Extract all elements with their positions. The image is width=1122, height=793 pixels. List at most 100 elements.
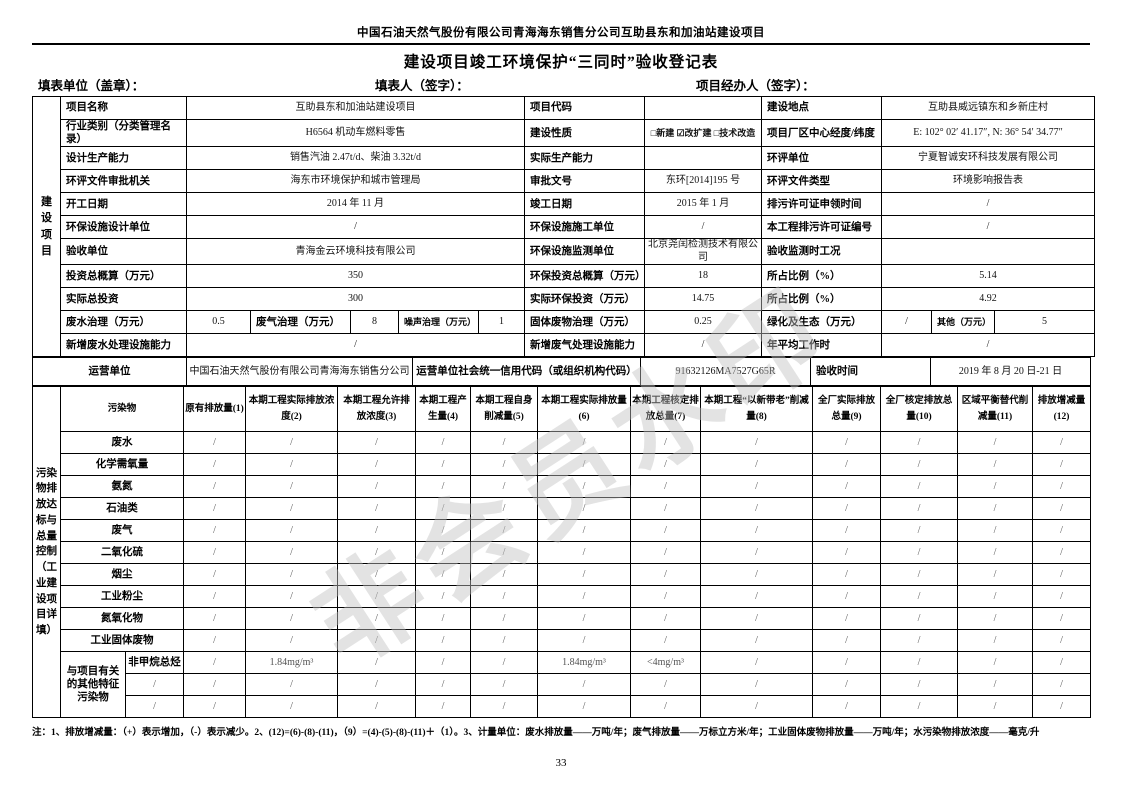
- upper-cell: 所占比例（%）: [761, 264, 882, 289]
- operator-table: 运营单位 中国石油天然气股份有限公司青海海东销售分公司 运营单位社会统一信用代码（或…: [32, 357, 1091, 387]
- pollutant-value: /: [880, 475, 959, 499]
- pollutant-value: /: [337, 519, 417, 543]
- upper-cell: [880, 238, 1096, 266]
- note: 注：1、排放增减量：（+）表示增加，（-）表示减少。2、(12)=(6)-(8)…: [32, 725, 1090, 741]
- upper-cell: 青海金云环境科技有限公司: [186, 238, 525, 266]
- upper-cell: 环保设施施工单位: [524, 215, 645, 240]
- pollutant-value: /: [183, 453, 247, 477]
- upper-cell: 互助县东和加油站建设项目: [186, 96, 525, 120]
- upper-info-table: 建设项目 项目名称 互助县东和加油站建设项目 项目代码 建设地点 互助县威远镇东和乡新庄村…: [32, 95, 1096, 358]
- pollutant-value: /: [957, 475, 1034, 499]
- pollutant-value: /: [812, 695, 882, 719]
- operator-cell: 运营单位社会统一信用代码（或组织机构代码）: [412, 357, 641, 387]
- pollutant-value: /: [880, 695, 959, 719]
- pollutant-row: 石油类 / / / / / / / / / / / /: [33, 497, 1092, 521]
- pollutant-name: 工业粉尘: [59, 585, 185, 609]
- pollutant-side-label: 污染物排放达标与总量控制（工业建设项目详填）: [32, 386, 61, 719]
- pollutant-column-header: 本期工程产生量(4): [415, 386, 472, 433]
- pollutant-value: /: [183, 541, 247, 565]
- upper-cell: 验收单位: [60, 238, 187, 266]
- pollutant-value: /: [415, 431, 472, 455]
- pollutant-value: /: [957, 585, 1034, 609]
- pollutant-row: 氨氮 / / / / / / / / / / / /: [33, 475, 1092, 499]
- upper-cell: 本工程排污许可证编号: [761, 215, 882, 240]
- pollutant-value: /: [337, 695, 417, 719]
- pollutant-value: /: [630, 563, 702, 587]
- pollutant-column-header: 本期工程“以新带老”削减量(8): [700, 386, 814, 433]
- upper-cell: 18: [644, 264, 762, 289]
- pollutant-value: /: [1032, 541, 1092, 565]
- pollutant-value: /: [1032, 695, 1092, 719]
- pollutant-value: /: [700, 431, 814, 455]
- upper-row: 环保设施设计单位 / 环保设施施工单位 / 本工程排污许可证编号 /: [33, 215, 1096, 240]
- upper-cell: 环境影响报告表: [880, 169, 1096, 194]
- pollutant-value: /: [537, 563, 632, 587]
- pollutant-value: /: [337, 607, 417, 631]
- pollutant-value: /: [183, 695, 247, 719]
- upper-cell: 北京尧闰检测技术有限公司: [644, 238, 762, 266]
- upper-cell: /: [644, 333, 762, 358]
- pollutant-value: /: [1032, 651, 1092, 675]
- pollutant-value: /: [415, 651, 472, 675]
- upper-cell: 所占比例（%）: [761, 287, 882, 312]
- pollutant-value: /: [812, 563, 882, 587]
- pollutant-row: 废水 / / / / / / / / / / / /: [33, 431, 1092, 455]
- upper-cell: 实际环保投资（万元）: [524, 287, 645, 312]
- upper-cell: /: [186, 215, 525, 240]
- pollutant-value: /: [812, 673, 882, 697]
- pollutant-value: /: [415, 541, 472, 565]
- pollutant-special-name: /: [124, 673, 185, 697]
- upper-cell: 环保设施设计单位: [60, 215, 187, 240]
- pollutant-value: /: [337, 497, 417, 521]
- pollutant-value: /: [470, 673, 539, 697]
- pollutant-special-row: / / / / / / / / / / / / /: [33, 695, 1092, 719]
- pollutant-value: /: [957, 519, 1034, 543]
- pollutant-value: /: [880, 651, 959, 675]
- pollutant-value: /: [183, 431, 247, 455]
- pollutant-column-header: 本期工程允许排放浓度(3): [337, 386, 417, 433]
- pollutant-value: /: [812, 541, 882, 565]
- upper-cell: 环评文件类型: [761, 169, 882, 194]
- pollutant-value: /: [957, 651, 1034, 675]
- pollutant-column-header: 原有排放量(1): [183, 386, 247, 433]
- pollutant-name: 废气: [59, 519, 185, 543]
- upper-cell: 环保设施监测单位: [524, 238, 645, 266]
- pollutant-value: /: [415, 453, 472, 477]
- pollutant-value: /: [957, 453, 1034, 477]
- pollutant-value: /: [537, 541, 632, 565]
- upper-cell: 1: [478, 310, 525, 335]
- upper-cell: H6564 机动车燃料零售: [186, 118, 525, 148]
- pollutant-special-row: / / / / / / / / / / / / /: [33, 673, 1092, 697]
- upper-cell: /: [880, 333, 1096, 358]
- pollutant-value: /: [337, 453, 417, 477]
- pollutant-value: /: [415, 673, 472, 697]
- upper-cell: 排污许可证申领时间: [761, 192, 882, 217]
- pollutant-special-row: 与项目有关的其他特征污染物 非甲烷总烃/1.84mg/m³ / //1.84mg/m³…: [33, 651, 1092, 719]
- note-prefix: 注：: [32, 728, 52, 739]
- pollutant-column-header: 区域平衡替代削减量(11): [957, 386, 1034, 433]
- upper-cell: 东环[2014]195 号: [644, 169, 762, 194]
- pollutant-value: /: [1032, 519, 1092, 543]
- pollutant-value: /: [957, 607, 1034, 631]
- operator-cell: 验收时间: [810, 357, 931, 387]
- pollutant-value: /: [1032, 607, 1092, 631]
- upper-row: 建设项目 项目名称 互助县东和加油站建设项目 项目代码 建设地点 互助县威远镇东和乡新庄村: [32, 95, 1096, 358]
- upper-cell: 环评文件审批机关: [60, 169, 187, 194]
- pollutant-value: /: [630, 431, 702, 455]
- pollutant-value: /: [537, 497, 632, 521]
- pollutant-column-header: 本期工程实际排放量(6): [537, 386, 632, 433]
- pollutant-special-name: /: [124, 695, 185, 719]
- pollutant-value: /: [957, 695, 1034, 719]
- upper-cell: 0.25: [644, 310, 762, 335]
- pollutant-value: /: [880, 453, 959, 477]
- pollutant-value: /: [537, 585, 632, 609]
- document-content: 中国石油天然气股份有限公司青海海东销售分公司互助县东和加油站建设项目 建设项目竣…: [32, 27, 1096, 741]
- upper-cell: 噪声治理（万元）: [398, 310, 479, 335]
- upper-cell: 绿化及生态（万元）: [761, 310, 882, 335]
- pollutant-value: /: [957, 497, 1034, 521]
- pollutant-value: /: [470, 431, 539, 455]
- upper-cell: E: 102° 02′ 41.17″, N: 36° 54′ 34.77″: [880, 118, 1096, 148]
- pollutant-value: /: [337, 475, 417, 499]
- pollutant-value: /: [957, 673, 1034, 697]
- pollutant-value: /: [245, 629, 339, 653]
